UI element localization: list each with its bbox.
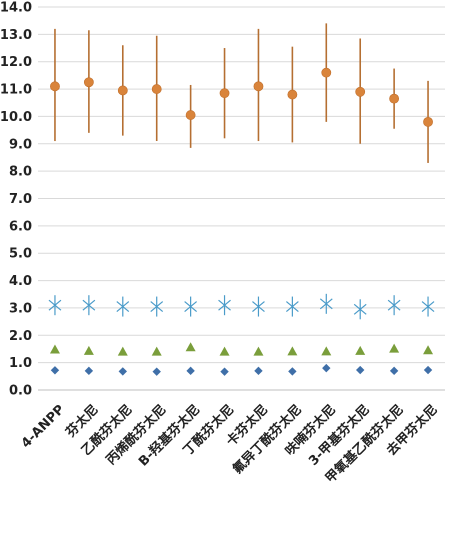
y-tick-label: 14.0 [0,1,32,16]
y-tick-label: 9.0 [9,137,32,152]
data-point-triangle [49,344,60,354]
data-point-star [184,296,198,317]
star-stroke [116,301,130,313]
y-tick-label: 10.0 [0,110,32,125]
data-point-diamond [50,366,60,375]
data-point-star [353,299,367,320]
data-point-triangle [117,346,128,356]
data-point-star [387,295,401,316]
data-point-diamond [254,366,263,376]
star-stroke [421,301,435,313]
data-point-diamond [356,365,365,375]
star-stroke [252,301,265,313]
data-point-triangle [355,345,366,355]
data-point-diamond [186,366,195,376]
data-point-circle [321,67,332,78]
star-stroke [184,301,198,313]
data-point-star [252,296,265,317]
data-point-star [82,295,96,316]
data-point-triangle [219,346,230,356]
data-point-triangle [151,346,162,356]
data-point-diamond [423,365,433,375]
y-tick-label: 1.0 [9,356,32,371]
star-stroke [319,298,333,310]
star-stroke [150,301,164,313]
data-point-circle [50,81,60,92]
y-tick-label: 13.0 [0,28,32,43]
data-point-circle [117,85,128,96]
data-point-triangle [423,345,434,355]
y-tick-label: 0.0 [9,384,32,399]
data-point-circle [389,93,400,104]
data-point-triangle [185,342,196,352]
star-stroke [353,303,367,315]
y-tick-label: 12.0 [0,55,32,70]
data-point-circle [151,84,162,94]
data-point-triangle [389,343,400,353]
star-stroke [285,301,299,313]
data-point-triangle [253,346,264,356]
star-stroke [218,299,231,311]
data-point-diamond [322,363,331,373]
data-point-star [218,295,231,316]
star-stroke [387,299,401,311]
data-point-diamond [118,367,127,376]
data-point-star [48,295,62,316]
data-point-circle [355,86,366,97]
data-point-triangle [83,345,94,355]
data-point-triangle [287,346,298,356]
y-tick-label: 5.0 [9,247,32,262]
data-point-triangle [321,346,332,356]
star-stroke [48,299,62,311]
data-point-circle [185,110,196,120]
data-point-circle [253,81,264,92]
y-tick-label: 7.0 [9,192,32,207]
y-tick-label: 3.0 [9,301,32,316]
data-point-diamond [220,367,229,376]
y-tick-label: 2.0 [9,329,32,344]
data-point-diamond [288,367,297,376]
data-point-diamond [152,367,161,376]
data-point-diamond [84,366,94,376]
data-point-circle [83,77,94,88]
y-tick-label: 4.0 [9,274,32,289]
data-point-star [116,296,130,317]
y-tick-label: 6.0 [9,219,32,234]
data-point-circle [219,88,230,99]
star-stroke [82,299,96,311]
data-point-circle [423,117,433,127]
y-tick-label: 8.0 [9,165,32,180]
data-point-diamond [389,366,399,376]
y-tick-label: 11.0 [0,83,32,98]
x-tick-label: 4-ANPP [19,402,68,451]
data-point-circle [287,89,298,100]
data-point-star [285,296,299,317]
data-point-star [421,296,435,317]
data-point-star [319,293,333,314]
data-point-star [150,296,164,317]
